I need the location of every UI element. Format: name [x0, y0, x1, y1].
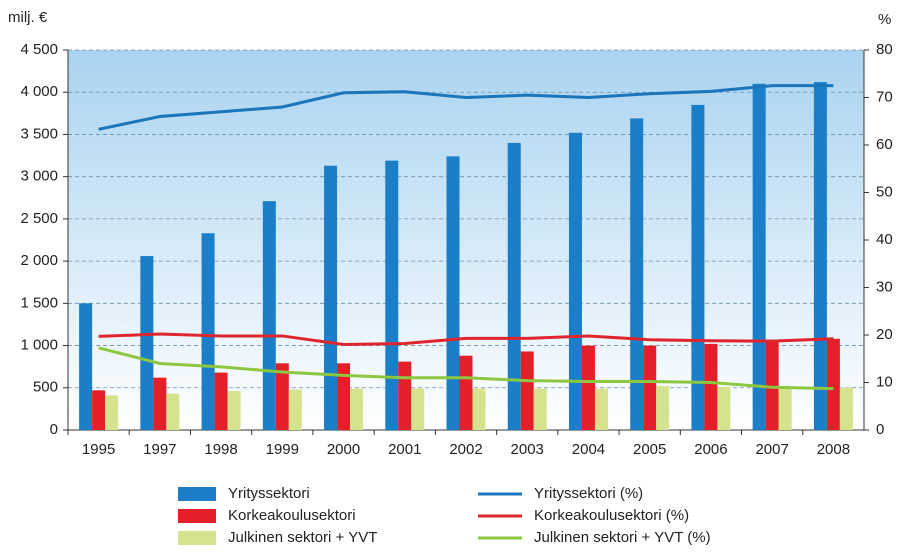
- legend-label: Korkeakoulusektori (%): [534, 507, 689, 524]
- x-tick-label: 2002: [449, 441, 482, 458]
- bar: [813, 82, 827, 430]
- bar: [288, 389, 302, 430]
- bar: [350, 388, 364, 430]
- bar: [214, 372, 228, 430]
- y2-axis-title: %: [878, 11, 891, 28]
- legend-label: Julkinen sektori + YVT (%): [534, 529, 711, 546]
- legend-label: Yrityssektori: [228, 485, 310, 502]
- y-tick-label: 4 500: [20, 41, 58, 58]
- bar: [581, 345, 595, 430]
- bar: [568, 132, 582, 430]
- bar: [533, 388, 547, 430]
- x-tick-label: 2008: [817, 441, 850, 458]
- bar: [594, 388, 608, 430]
- bar: [275, 363, 289, 430]
- bar: [262, 201, 276, 430]
- y2-tick-label: 20: [876, 326, 893, 343]
- bar: [778, 387, 792, 430]
- y-tick-label: 1 000: [20, 337, 58, 354]
- x-tick-label: 1997: [143, 441, 176, 458]
- bar: [227, 391, 241, 430]
- y-tick-label: 0: [50, 421, 58, 438]
- y-tick-label: 2 500: [20, 210, 58, 227]
- y2-tick-label: 40: [876, 231, 893, 248]
- y-tick-label: 3 000: [20, 168, 58, 185]
- bar: [324, 165, 338, 430]
- x-tick-label: 2006: [694, 441, 727, 458]
- legend-swatch: [178, 509, 216, 523]
- bar: [704, 343, 718, 430]
- y2-tick-label: 30: [876, 278, 893, 295]
- x-tick-label: 1998: [204, 441, 237, 458]
- y-tick-label: 2 000: [20, 252, 58, 269]
- bar: [385, 160, 399, 430]
- y2-tick-label: 60: [876, 136, 893, 153]
- bar: [520, 351, 534, 430]
- y2-tick-label: 0: [876, 421, 884, 438]
- line: [98, 84, 834, 131]
- bar: [411, 388, 425, 430]
- x-tick-label: 2003: [511, 441, 544, 458]
- line: [98, 332, 834, 347]
- legend-label: Yrityssektori (%): [534, 485, 643, 502]
- x-tick-label: 1999: [266, 441, 299, 458]
- bar: [398, 361, 412, 430]
- bar: [717, 386, 731, 430]
- bar: [472, 388, 486, 430]
- y-axis-title: milj. €: [8, 9, 48, 26]
- bar: [459, 355, 473, 430]
- legend-label: Julkinen sektori + YVT: [228, 529, 377, 546]
- bar: [153, 377, 167, 430]
- bar: [201, 233, 215, 430]
- y2-tick-label: 80: [876, 41, 893, 58]
- bar: [656, 386, 670, 430]
- bar: [752, 83, 766, 431]
- y2-tick-label: 10: [876, 373, 893, 390]
- x-tick-label: 1995: [82, 441, 115, 458]
- bar: [337, 363, 351, 430]
- legend-swatch: [178, 531, 216, 545]
- bar: [630, 118, 644, 431]
- bar: [507, 142, 521, 430]
- y-tick-label: 500: [33, 379, 58, 396]
- x-tick-label: 2001: [388, 441, 421, 458]
- x-tick-label: 2004: [572, 441, 605, 458]
- y2-tick-label: 50: [876, 183, 893, 200]
- y-tick-label: 4 000: [20, 83, 58, 100]
- bar: [643, 345, 657, 430]
- legend-label: Korkeakoulusektori: [228, 507, 356, 524]
- y-tick-label: 3 500: [20, 125, 58, 142]
- bar: [765, 339, 779, 430]
- bar: [826, 338, 840, 430]
- bar: [691, 104, 705, 430]
- bar: [92, 390, 106, 430]
- bar: [446, 156, 460, 430]
- x-tick-label: 2000: [327, 441, 360, 458]
- x-tick-label: 2007: [755, 441, 788, 458]
- legend-swatch: [178, 487, 216, 501]
- line: [98, 346, 834, 391]
- x-tick-label: 2005: [633, 441, 666, 458]
- y2-tick-label: 70: [876, 88, 893, 105]
- bar: [79, 303, 93, 430]
- bar: [839, 387, 853, 430]
- y-tick-label: 1 500: [20, 294, 58, 311]
- bar: [166, 393, 180, 430]
- bar: [140, 256, 154, 430]
- bar: [105, 395, 119, 430]
